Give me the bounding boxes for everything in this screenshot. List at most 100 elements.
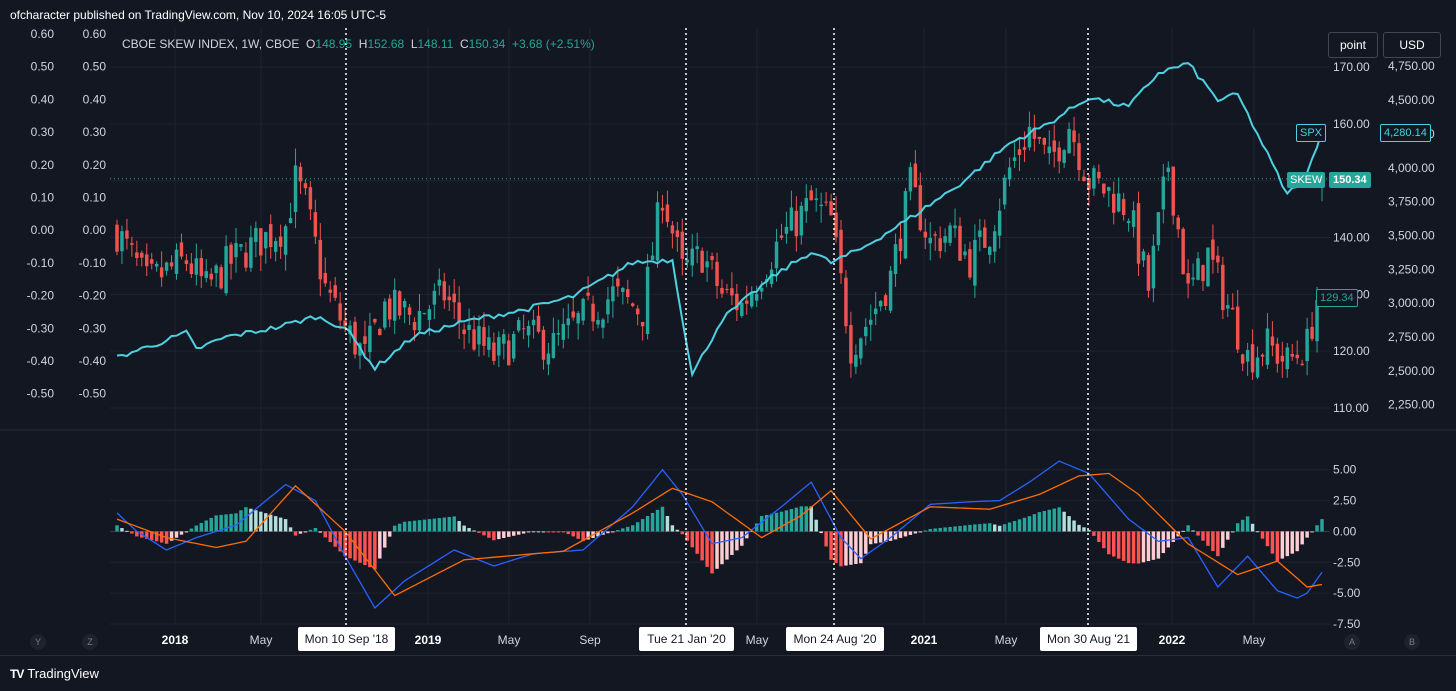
macd-hist-bar	[169, 531, 174, 541]
percent-scale-button[interactable]: B	[1404, 634, 1420, 650]
skew-candle-body	[591, 303, 595, 322]
macd-line	[116, 460, 1323, 610]
macd-hist-bar	[1186, 525, 1190, 532]
skew-candle-body	[586, 292, 590, 296]
footer-bar: TV TradingView	[0, 655, 1456, 691]
macd-hist-bar	[159, 531, 164, 543]
skew-candle-body	[571, 311, 575, 318]
skew-candle-body	[601, 319, 605, 328]
macd-hist-bar	[502, 531, 506, 538]
x-axis-tick: Sep	[579, 633, 601, 647]
skew-candle-body	[834, 212, 838, 238]
x-axis-tick: May	[995, 633, 1018, 647]
macd-hist-bar	[402, 521, 407, 532]
skew-candle-body	[1226, 305, 1230, 309]
skew-candle-body	[497, 337, 501, 356]
macd-hist-bar	[541, 531, 546, 533]
spx-line	[116, 62, 1323, 378]
macd-hist-bar	[417, 520, 422, 532]
macd-hist-bar	[149, 531, 154, 541]
macd-hist-bar	[933, 528, 937, 532]
log-scale-button[interactable]: Y	[30, 634, 46, 650]
macd-hist-bar	[710, 531, 714, 574]
x-axis-tick: 2022	[1159, 633, 1186, 647]
legend-high-label: H	[358, 37, 368, 51]
macd-hist-bar	[735, 531, 739, 551]
macd-hist-bar	[1062, 511, 1066, 532]
macd-hist-bar	[1067, 516, 1071, 532]
macd-hist-bar	[1265, 531, 1270, 547]
macd-hist-bar	[685, 531, 689, 541]
macd-hist-bar	[1305, 531, 1309, 538]
skew-candle-body	[174, 249, 179, 274]
spx-axis-tick: 3,750.00	[1388, 195, 1435, 209]
spx-axis-tick: 4,500.00	[1388, 93, 1435, 107]
macd-hist-bar	[883, 531, 888, 542]
skew-candle-body	[774, 241, 779, 269]
tradingview-logo[interactable]: TV TradingView	[10, 666, 99, 681]
skew-candle-body	[477, 326, 481, 345]
skew-candle-body	[1141, 251, 1146, 261]
macd-hist-bar	[650, 512, 655, 532]
chart-canvas[interactable]: 170.00160.00150.00140.00130.00120.00110.…	[0, 28, 1456, 655]
skew-candle-body	[1052, 140, 1056, 152]
macd-hist-bar	[1240, 519, 1245, 532]
macd-hist-bar	[1037, 512, 1042, 532]
left-axis-tick-a: 0.60	[31, 28, 55, 41]
skew-candle-body	[368, 325, 372, 353]
skew-candle-body	[333, 285, 337, 298]
macd-hist-bar	[1047, 509, 1051, 532]
left-axis-tick-b: -0.20	[79, 289, 107, 303]
skew-candle-body	[1146, 255, 1151, 291]
skew-candle-body	[883, 295, 888, 306]
macd-hist-bar	[135, 531, 139, 537]
macd-hist-bar	[249, 508, 253, 532]
macd-hist-bar	[888, 531, 893, 541]
skew-candle-body	[437, 279, 442, 286]
skew-candle-body	[700, 250, 704, 273]
skew-candle-body	[1082, 176, 1086, 181]
macd-hist-bar	[288, 527, 293, 532]
macd-hist-bar	[154, 531, 159, 542]
skew-candle-body	[839, 229, 843, 274]
macd-hist-bar	[759, 516, 764, 532]
macd-hist-bar	[725, 531, 729, 560]
macd-hist-bar	[680, 531, 685, 535]
macd-hist-bar	[120, 528, 124, 532]
macd-hist-bar	[318, 531, 323, 533]
macd-hist-bar	[308, 529, 313, 532]
skew-candle-body	[169, 262, 174, 267]
macd-hist-bar	[1161, 531, 1166, 554]
skew-candle-body	[189, 263, 194, 274]
skew-candle-body	[973, 239, 977, 286]
skew-candle-body	[1171, 166, 1175, 216]
skew-candle-body	[397, 291, 402, 316]
skew-candle-body	[645, 266, 650, 335]
macd-hist-bar	[621, 528, 625, 532]
macd-hist-bar	[953, 526, 957, 532]
skew-candle-body	[199, 257, 204, 277]
scale-point-button[interactable]: point	[1328, 32, 1378, 58]
macd-hist-bar	[278, 517, 283, 532]
macd-hist-bar	[690, 531, 694, 548]
skew-candle-body	[1265, 328, 1270, 365]
macd-hist-bar	[1171, 531, 1175, 542]
currency-button[interactable]: USD	[1383, 32, 1441, 58]
skew-candle-body	[1176, 217, 1180, 230]
macd-hist-bar	[516, 531, 521, 535]
skew-candle-body	[164, 262, 169, 271]
auto-scale-button[interactable]: A	[1344, 634, 1360, 650]
left-axis-tick-a: 0.10	[31, 191, 55, 205]
skew-candle-body	[849, 325, 853, 364]
skew-candle-body	[1240, 354, 1245, 364]
macd-hist-bar	[1042, 510, 1047, 532]
zoom-button[interactable]: Z	[82, 634, 98, 650]
macd-hist-bar	[328, 531, 332, 543]
macd-hist-bar	[1007, 522, 1012, 532]
macd-hist-bar	[834, 531, 838, 564]
skew-candle-body	[611, 286, 615, 302]
skew-candle-body	[958, 225, 962, 261]
skew-candle-body	[511, 333, 516, 359]
macd-hist-bar	[373, 531, 377, 570]
skew-candle-body	[819, 204, 823, 207]
